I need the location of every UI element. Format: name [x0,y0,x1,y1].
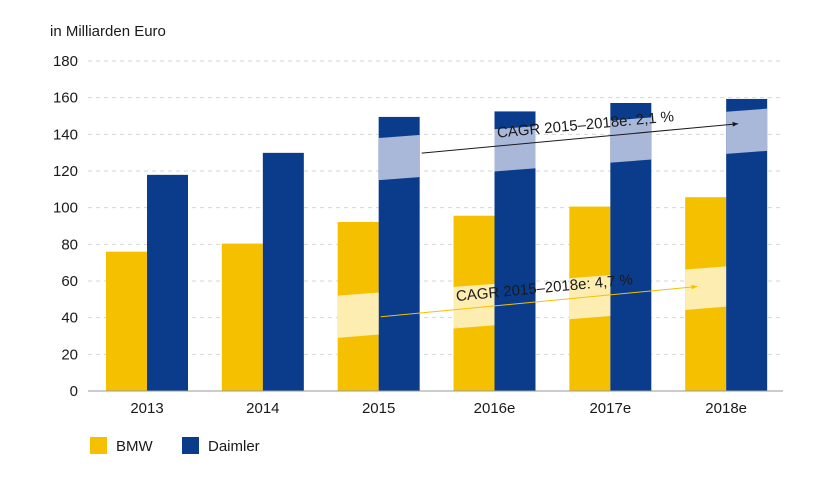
bar-chart-svg: in Milliarden Euro 0 20 40 60 80 100 120 140 160… [0,0,830,480]
y-tick-label-180: 180 [53,53,78,70]
y-tick-label-160: 160 [53,90,78,107]
x-label-2017e: 2017e [589,400,631,417]
y-tick-label-80: 80 [61,236,78,253]
x-label-2013: 2013 [130,400,163,417]
bar-daimler-2014 [263,153,304,391]
unit-label: in Milliarden Euro [50,23,166,40]
bar-bmw-2014 [222,244,263,391]
bar-bmw-2013 [106,252,147,391]
legend-swatch-daimler [182,437,199,454]
cagr-annotations: CAGR 2015–2018e: 2,1 %CAGR 2015–2018e: 4… [381,108,739,316]
y-tick-label-40: 40 [61,310,78,327]
y-tick-label-100: 100 [53,200,78,217]
x-label-2016e: 2016e [474,400,516,417]
bars [106,99,767,391]
y-tick-label-140: 140 [53,126,78,143]
x-label-2015: 2015 [362,400,395,417]
legend-label-bmw: BMW [116,438,154,455]
x-label-2018e: 2018e [705,400,747,417]
legend-label-daimler: Daimler [208,438,260,455]
bar-daimler-2013 [147,175,188,391]
y-tick-label-20: 20 [61,346,78,363]
y-axis-ticks: 0 20 40 60 80 100 120 140 160 180 [53,53,78,400]
y-tick-label-120: 120 [53,163,78,180]
y-tick-label-0: 0 [70,383,78,400]
legend-swatch-bmw [90,437,107,454]
chart: in Milliarden Euro 0 20 40 60 80 100 120 140 160… [0,0,830,480]
legend: BMW Daimler [90,437,260,455]
x-axis-labels: 2013 2014 2015 2016e 2017e 2018e [130,400,747,417]
y-tick-label-60: 60 [61,273,78,290]
grid-lines [88,61,783,354]
x-label-2014: 2014 [246,400,279,417]
